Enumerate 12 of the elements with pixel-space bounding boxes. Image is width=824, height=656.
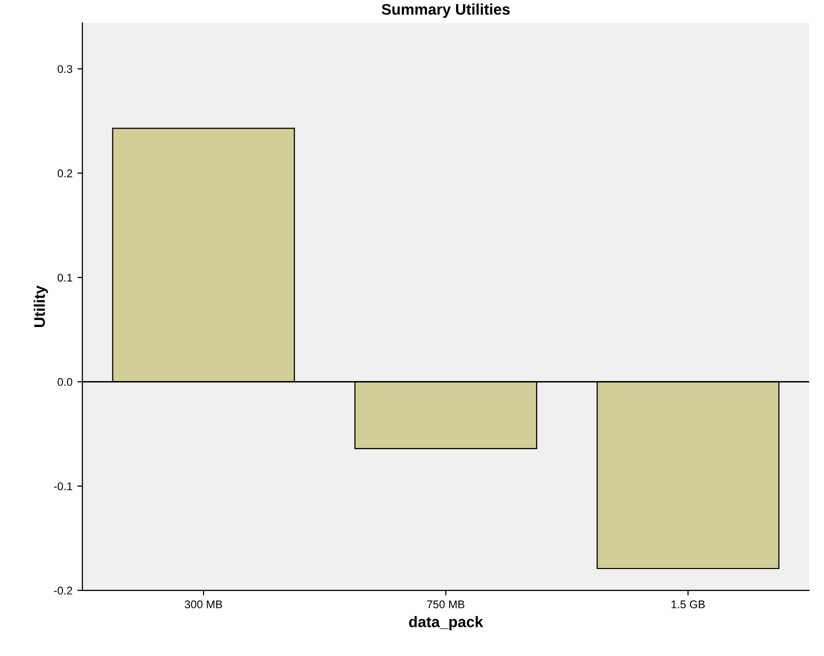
y-tick-label: 0.1 <box>58 274 72 282</box>
y-tick-label: -0.2 <box>54 586 72 595</box>
y-axis-title: Utility <box>34 286 48 327</box>
x-axis-title: data_pack <box>409 616 484 630</box>
y-tick-label: -0.1 <box>54 482 72 490</box>
x-tick-label: 300 MB <box>184 600 222 608</box>
y-tick-label: 0.0 <box>58 378 72 386</box>
y-tick-label: 0.2 <box>58 169 72 178</box>
x-tick-label: 1.5 GB <box>672 600 705 608</box>
x-tick-label: 750 MB <box>427 600 464 608</box>
y-tick-label: 0.3 <box>58 65 72 73</box>
chart-title: Summary Utilities <box>382 4 510 18</box>
